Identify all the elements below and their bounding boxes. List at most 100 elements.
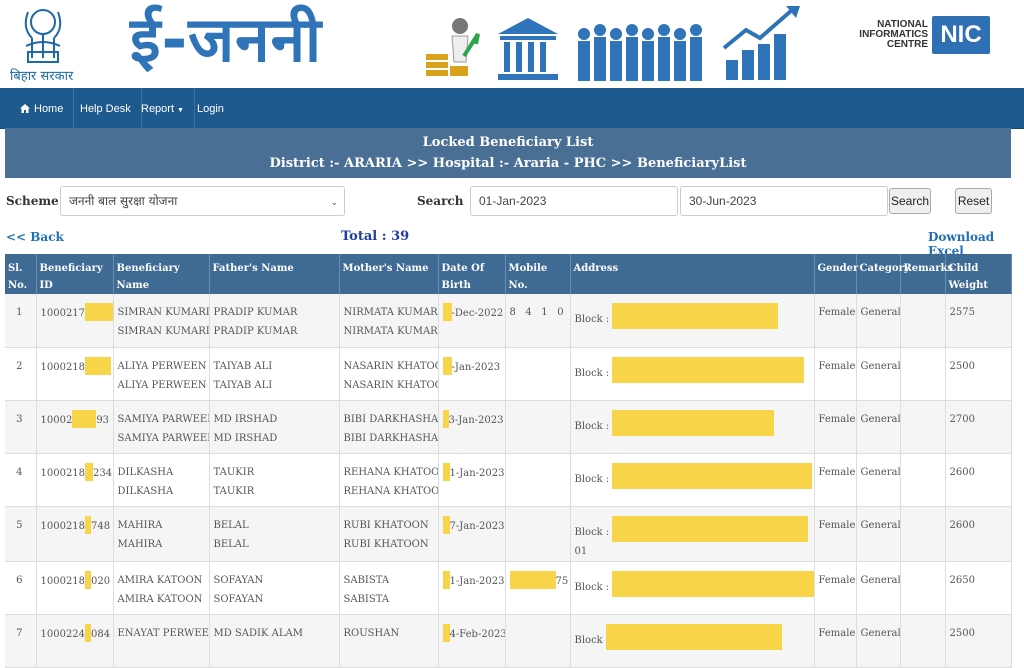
from-date-input[interactable]: 01-Jan-2023: [470, 186, 678, 216]
cell-name: AMIRA KATOON AMIRA KATOON: [113, 561, 210, 615]
id-part: 10002: [40, 414, 73, 426]
panel-header: Locked Beneficiary List District :- ARAR…: [5, 128, 1011, 178]
mother-line: NIRMATA KUMARI: [343, 326, 438, 337]
cell-weight: 2575: [945, 294, 1012, 348]
redaction-mark: [85, 570, 92, 589]
father-line: TAIYAB ALI: [213, 379, 273, 391]
scheme-selected-value: जननी बाल सुरक्षा योजना: [69, 194, 178, 208]
id-part: 020: [91, 575, 111, 587]
id-part: 748: [91, 520, 111, 532]
col-father-name: Father's Name: [209, 254, 340, 294]
search-label: Search: [417, 194, 464, 208]
redaction-mark: [85, 623, 92, 642]
col-sl-no: Sl. No.: [5, 254, 37, 294]
name-line: SAMIYA PARWEEN: [117, 432, 209, 444]
back-link[interactable]: << Back: [6, 230, 64, 244]
cell-address: Block: [570, 614, 815, 668]
cell-mother: BIBI DARKHASHAN BIBI DARKHASHAN: [339, 400, 439, 454]
name-line: ALIYA PERWEEN: [117, 379, 207, 391]
cell-address: Block :: [570, 294, 815, 348]
dob-value: -Jan-2023: [451, 361, 501, 373]
id-part: 1000217: [40, 308, 86, 319]
beneficiary-table: Sl. No. Beneficiary ID Beneficiary Name …: [5, 254, 1012, 668]
redaction-mark: [85, 462, 94, 481]
banner-illustration-icon: [426, 6, 800, 81]
nic-logo: NIC: [932, 16, 990, 54]
cell-address: Block : 01: [570, 506, 815, 562]
cell-father: BELAL BELAL: [209, 506, 340, 562]
cell-sl: 2: [5, 347, 37, 401]
redaction-mark: [442, 303, 452, 321]
id-part: 084: [91, 628, 111, 640]
table-row: 2 1000218 ALIYA PERWEEN ALIYA PERWEEN TAI…: [5, 347, 1012, 401]
cell-dob: 1-Jan-2023: [438, 561, 506, 615]
search-button[interactable]: Search: [889, 188, 931, 214]
nic-logo-text: NIC: [940, 21, 982, 48]
cell-gender: Female: [814, 614, 857, 668]
address-value: Block :: [574, 367, 610, 379]
cell-id: 1000218 748: [36, 506, 114, 562]
mother-line: RUBI KHATOON: [343, 538, 429, 550]
address-value: Block :: [574, 526, 610, 538]
name-line: ENAYAT PERWEEN: [117, 627, 209, 639]
redaction-mark: [85, 356, 112, 375]
cell-sl: 5: [5, 506, 37, 562]
mother-line: SABISTA: [343, 574, 390, 586]
cell-weight: 2500: [945, 347, 1012, 401]
name-line: SAMIYA PARWEEN: [117, 413, 209, 425]
to-date-input[interactable]: 30-Jun-2023: [680, 186, 888, 216]
table-row: 3 10002 93 SAMIYA PARWEEN SAMIYA PARWEEN M…: [5, 400, 1012, 454]
cell-sl: 6: [5, 561, 37, 615]
cell-sl: 7: [5, 614, 37, 668]
cell-id: 10002 93: [36, 400, 114, 454]
cell-category: General: [856, 400, 901, 454]
name-line: SIMRAN KUMARI: [117, 326, 209, 337]
mother-line: NASARIN KHATOON: [343, 379, 438, 391]
nav-helpdesk[interactable]: Help Desk: [70, 88, 142, 128]
address-value: Block :: [574, 581, 610, 593]
father-line: BELAL: [213, 519, 249, 531]
cell-category: General: [856, 614, 901, 668]
cell-gender: Female: [814, 561, 857, 615]
reset-button[interactable]: Reset: [955, 188, 992, 214]
mother-line: BIBI DARKHASHAN: [343, 413, 438, 425]
dob-value: 3-Jan-2023: [448, 414, 504, 426]
cell-mobile: [505, 453, 571, 507]
nav-home[interactable]: Home: [10, 88, 75, 128]
cell-gender: Female: [814, 453, 857, 507]
nic-line-2: INFORMATICS: [859, 29, 928, 40]
app-title: ई-जननी: [130, 3, 323, 76]
dob-value: 1-Jan-2023: [449, 467, 505, 479]
mother-line: RUBI KHATOON: [343, 519, 429, 531]
cell-mother: NIRMATA KUMARI NIRMATA KUMARI: [339, 294, 439, 348]
cell-name: ENAYAT PERWEEN: [113, 614, 210, 668]
panel-breadcrumb: District :- ARARIA >> Hospital :- Araria…: [269, 156, 747, 171]
father-line: MD IRSHAD: [213, 432, 278, 444]
cell-category: General: [856, 506, 901, 562]
id-part: 1000218: [40, 520, 86, 532]
father-line: SOFAYAN: [213, 593, 264, 605]
cell-mobile: [505, 400, 571, 454]
col-remarks: Remarks: [900, 254, 953, 294]
cell-remarks: [900, 561, 946, 615]
scheme-label: Scheme: [6, 194, 59, 208]
dob-value: 1-Jan-2023: [449, 575, 505, 587]
nav-login[interactable]: Login: [187, 88, 234, 128]
cell-gender: Female: [814, 294, 857, 348]
col-gender: Gender: [814, 254, 858, 294]
cell-remarks: [900, 294, 946, 348]
home-icon: [20, 104, 30, 113]
cell-id: 1000218 020: [36, 561, 114, 615]
address-value: Block :: [574, 420, 610, 432]
nav-report[interactable]: Report ▼: [131, 88, 195, 128]
address-value: Block :: [574, 314, 610, 325]
id-part: 93: [96, 414, 110, 426]
scheme-select[interactable]: जननी बाल सुरक्षा योजना ⌄: [60, 186, 345, 216]
cell-name: MAHIRA MAHIRA: [113, 506, 210, 562]
chevron-down-icon: ⌄: [330, 197, 338, 207]
name-line: MAHIRA: [117, 519, 163, 531]
cell-sl: 4: [5, 453, 37, 507]
panel-title: Locked Beneficiary List: [422, 135, 594, 150]
cell-remarks: [900, 506, 946, 562]
mother-line: REHANA KHATOON: [343, 485, 438, 497]
